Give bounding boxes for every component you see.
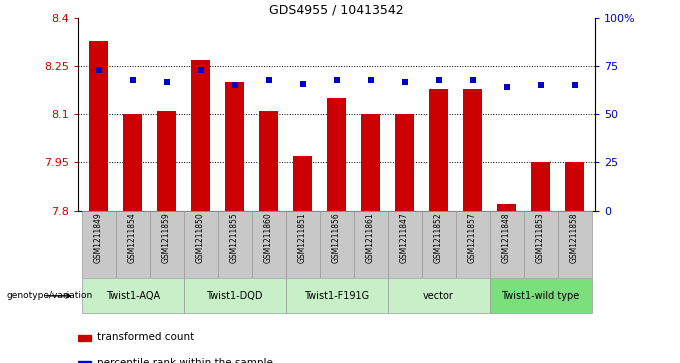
Bar bbox=[150, 211, 184, 278]
Bar bbox=[286, 211, 320, 278]
Bar bbox=[490, 278, 592, 313]
Bar bbox=[89, 41, 108, 211]
Point bbox=[229, 82, 240, 88]
Point bbox=[331, 77, 342, 83]
Text: GSM1211855: GSM1211855 bbox=[230, 213, 239, 263]
Text: GSM1211853: GSM1211853 bbox=[536, 213, 545, 263]
Text: Twist1-AQA: Twist1-AQA bbox=[105, 291, 160, 301]
Bar bbox=[497, 204, 516, 211]
Point bbox=[535, 82, 546, 88]
Bar bbox=[116, 211, 150, 278]
Point bbox=[467, 77, 478, 83]
Point bbox=[195, 67, 206, 73]
Text: genotype/variation: genotype/variation bbox=[7, 291, 93, 300]
Text: GSM1211861: GSM1211861 bbox=[366, 213, 375, 263]
Bar bbox=[218, 211, 252, 278]
Bar bbox=[320, 211, 354, 278]
Bar bbox=[286, 278, 388, 313]
Bar bbox=[157, 111, 176, 211]
Text: Twist1-DQD: Twist1-DQD bbox=[206, 291, 263, 301]
Bar bbox=[531, 162, 550, 211]
Text: GSM1211856: GSM1211856 bbox=[332, 213, 341, 263]
Text: Twist1-wild type: Twist1-wild type bbox=[501, 291, 580, 301]
Bar bbox=[252, 211, 286, 278]
Text: GSM1211858: GSM1211858 bbox=[570, 213, 579, 263]
Text: GSM1211857: GSM1211857 bbox=[468, 213, 477, 263]
Text: GSM1211860: GSM1211860 bbox=[264, 213, 273, 263]
Bar bbox=[388, 278, 490, 313]
Point bbox=[297, 81, 308, 86]
Point bbox=[399, 79, 410, 85]
Bar bbox=[293, 156, 312, 211]
Bar bbox=[361, 114, 380, 211]
Bar bbox=[456, 211, 490, 278]
Bar bbox=[82, 278, 184, 313]
Point bbox=[501, 85, 512, 90]
Bar bbox=[395, 114, 414, 211]
Bar bbox=[184, 211, 218, 278]
Point bbox=[127, 77, 138, 83]
Bar bbox=[388, 211, 422, 278]
Title: GDS4955 / 10413542: GDS4955 / 10413542 bbox=[269, 4, 404, 17]
Bar bbox=[78, 361, 90, 363]
Bar bbox=[558, 211, 592, 278]
Text: GSM1211859: GSM1211859 bbox=[162, 213, 171, 263]
Text: Twist1-F191G: Twist1-F191G bbox=[304, 291, 369, 301]
Text: GSM1211852: GSM1211852 bbox=[434, 213, 443, 263]
Bar bbox=[123, 114, 142, 211]
Bar bbox=[225, 82, 244, 211]
Bar bbox=[429, 89, 448, 211]
Bar bbox=[524, 211, 558, 278]
Bar bbox=[259, 111, 278, 211]
Point bbox=[433, 77, 444, 83]
Point bbox=[569, 82, 580, 88]
Point bbox=[365, 77, 376, 83]
Text: GSM1211854: GSM1211854 bbox=[128, 213, 137, 263]
Bar bbox=[565, 162, 584, 211]
Bar bbox=[78, 335, 90, 341]
Text: GSM1211849: GSM1211849 bbox=[94, 213, 103, 263]
Text: percentile rank within the sample: percentile rank within the sample bbox=[97, 358, 273, 363]
Bar bbox=[422, 211, 456, 278]
Bar bbox=[354, 211, 388, 278]
Text: GSM1211851: GSM1211851 bbox=[298, 213, 307, 263]
Text: vector: vector bbox=[423, 291, 454, 301]
Bar bbox=[490, 211, 524, 278]
Text: transformed count: transformed count bbox=[97, 331, 194, 342]
Text: GSM1211847: GSM1211847 bbox=[400, 213, 409, 263]
Bar bbox=[82, 211, 116, 278]
Point bbox=[93, 67, 104, 73]
Text: GSM1211850: GSM1211850 bbox=[196, 213, 205, 263]
Bar bbox=[463, 89, 482, 211]
Bar bbox=[184, 278, 286, 313]
Bar bbox=[191, 60, 210, 211]
Point bbox=[161, 79, 172, 85]
Point bbox=[263, 77, 274, 83]
Text: GSM1211848: GSM1211848 bbox=[502, 213, 511, 263]
Bar bbox=[327, 98, 346, 211]
